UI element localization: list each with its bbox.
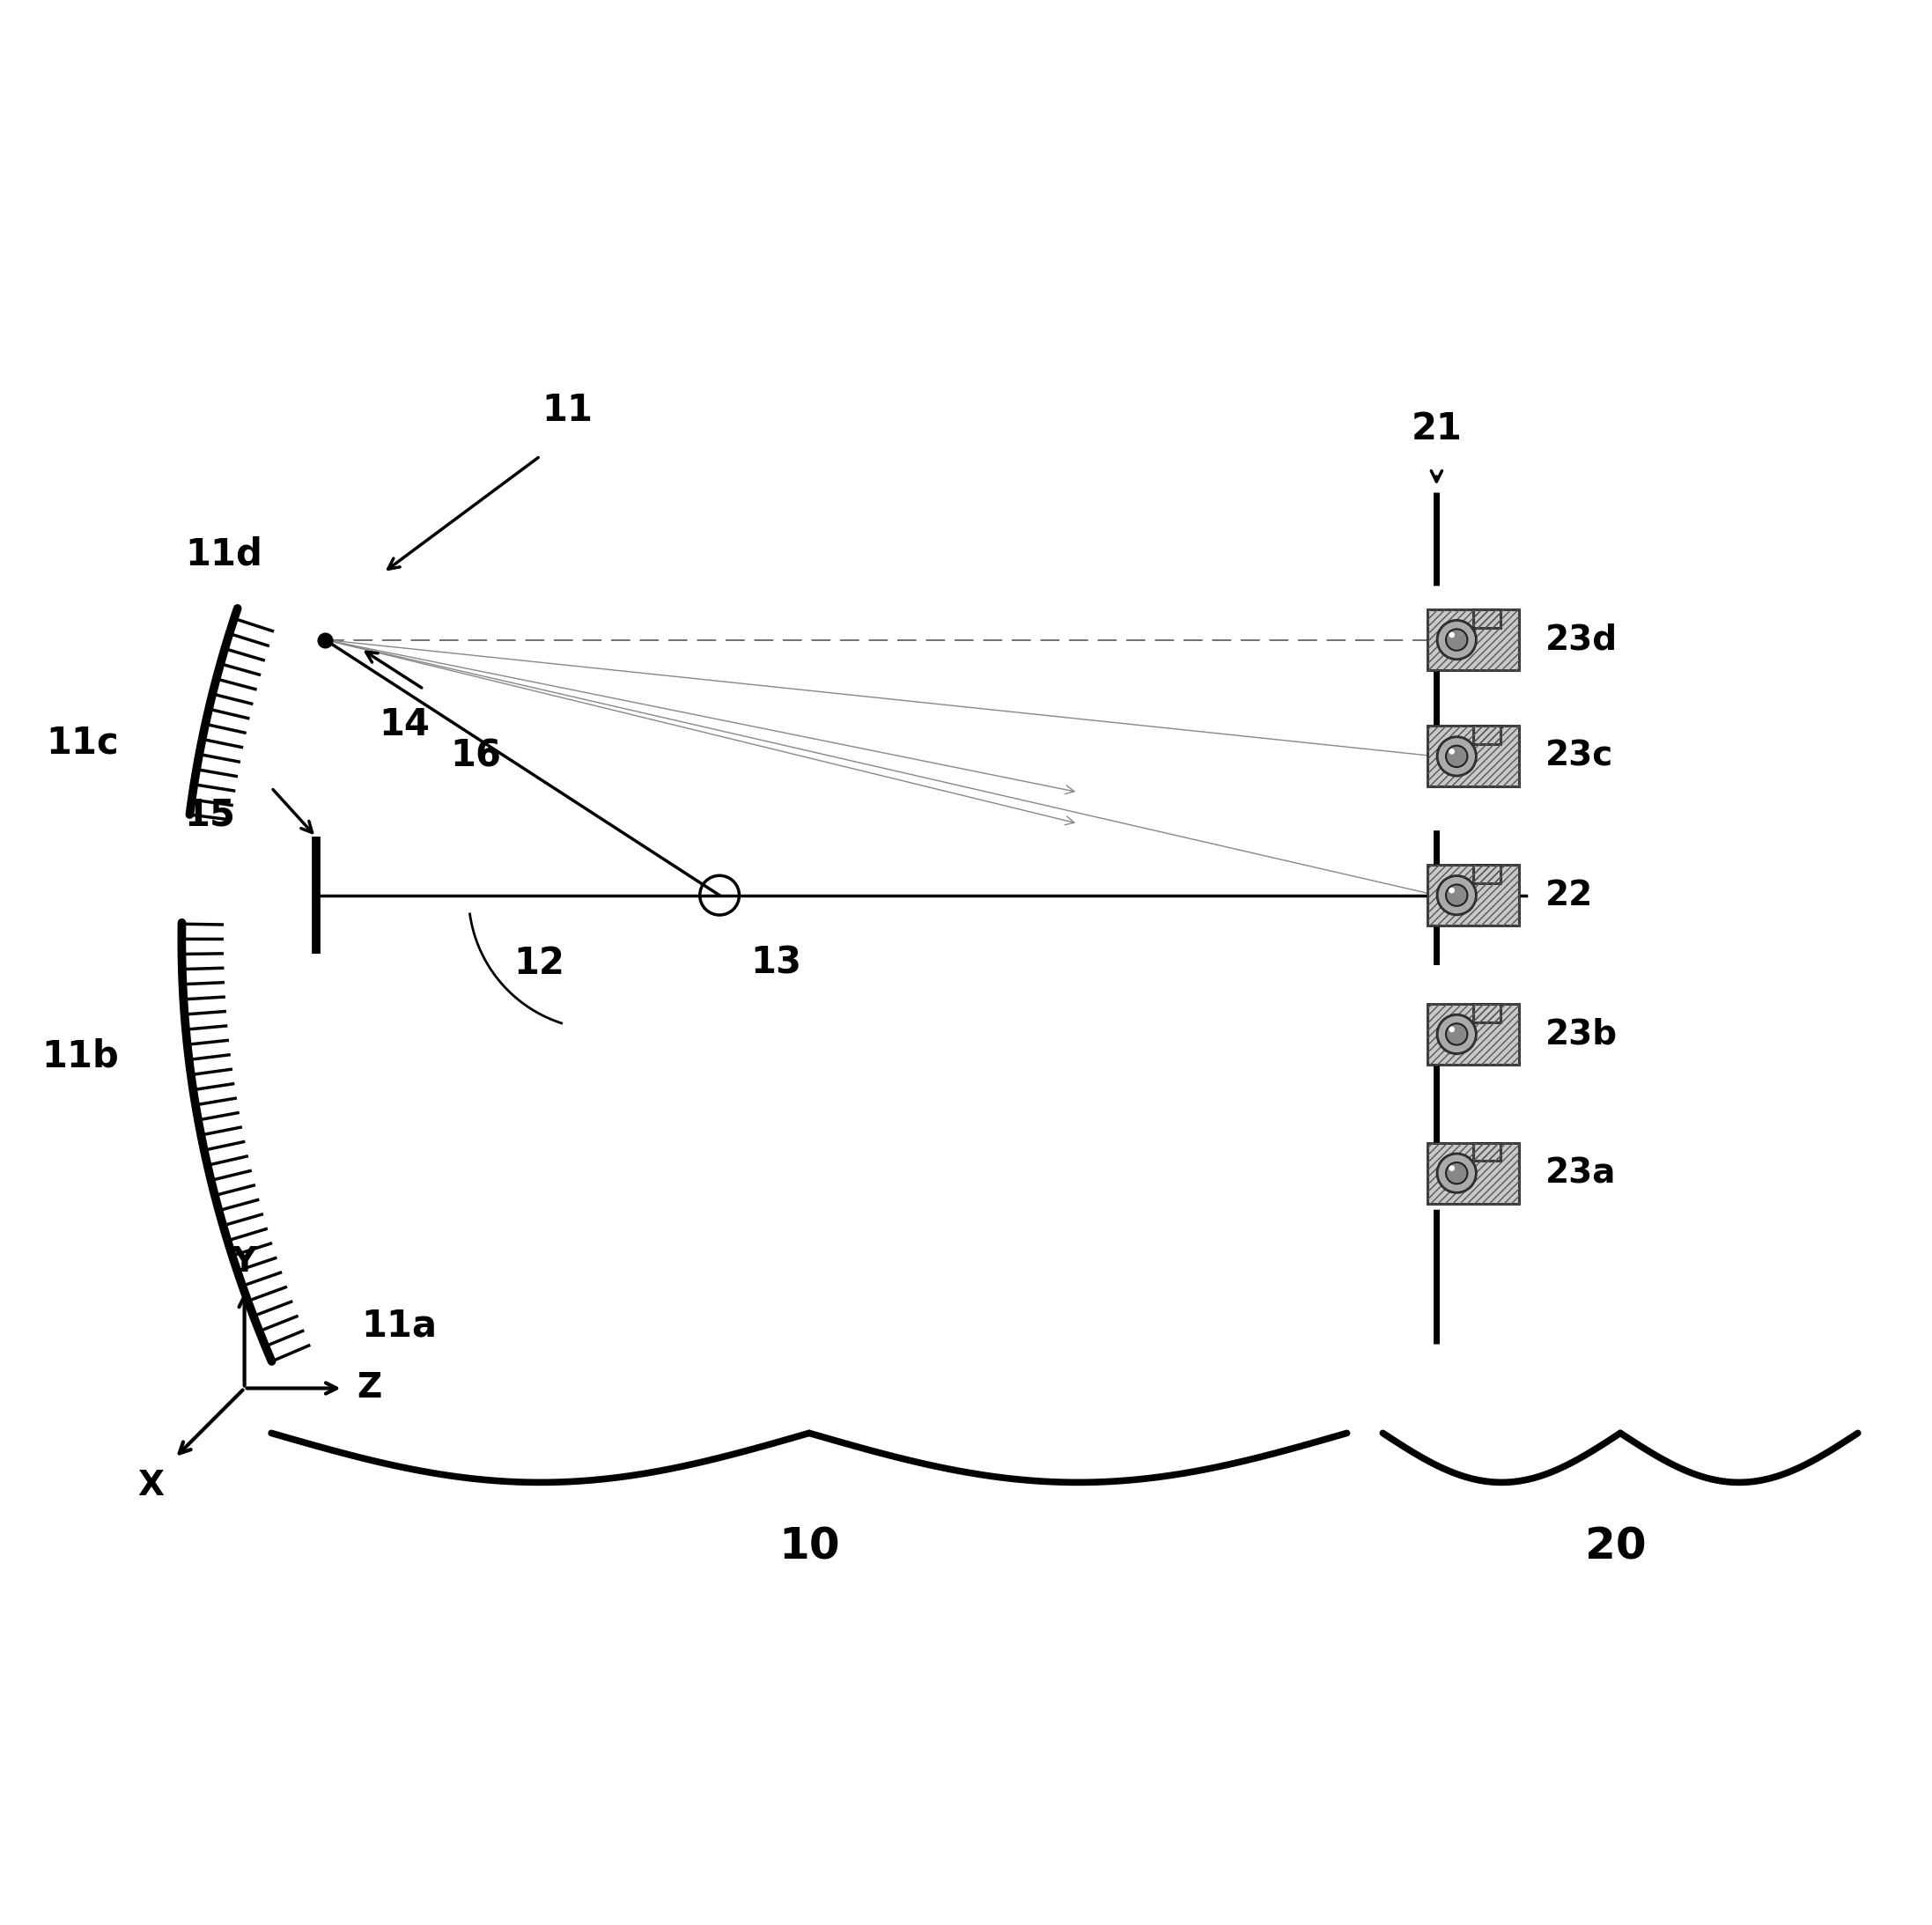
- Circle shape: [1437, 1153, 1476, 1194]
- Text: 11b: 11b: [43, 1038, 120, 1074]
- Circle shape: [1437, 737, 1476, 776]
- Bar: [1428, 1003, 1519, 1065]
- Bar: [1472, 1003, 1501, 1022]
- Circle shape: [1449, 631, 1455, 637]
- Circle shape: [1449, 749, 1455, 755]
- Circle shape: [1449, 887, 1455, 893]
- Text: 11a: 11a: [361, 1307, 437, 1344]
- Circle shape: [1437, 876, 1476, 914]
- Text: 16: 16: [450, 737, 502, 776]
- Text: 11: 11: [541, 393, 593, 429]
- Text: 23a: 23a: [1546, 1157, 1617, 1190]
- Bar: [1472, 1143, 1501, 1161]
- Text: 15: 15: [185, 797, 236, 834]
- Text: 23c: 23c: [1546, 739, 1613, 774]
- Circle shape: [1449, 1026, 1455, 1032]
- Bar: [1428, 1003, 1519, 1065]
- Bar: [1428, 864, 1519, 926]
- Text: Y: Y: [232, 1245, 257, 1278]
- Text: X: X: [137, 1469, 164, 1502]
- Text: 12: 12: [514, 945, 564, 982]
- Bar: [1472, 864, 1501, 884]
- Bar: [1428, 726, 1519, 787]
- Bar: [1428, 726, 1519, 787]
- Circle shape: [1437, 1014, 1476, 1053]
- Bar: [1472, 1143, 1501, 1161]
- Bar: [1472, 610, 1501, 628]
- Bar: [1472, 726, 1501, 745]
- Bar: [1472, 726, 1501, 745]
- Bar: [1472, 864, 1501, 884]
- Bar: [1428, 864, 1519, 926]
- Text: 11c: 11c: [46, 724, 120, 762]
- Circle shape: [1445, 1024, 1468, 1045]
- Text: 23d: 23d: [1546, 624, 1619, 656]
- Text: 22: 22: [1546, 878, 1594, 912]
- Bar: [1428, 1143, 1519, 1203]
- Text: 11d: 11d: [185, 537, 263, 574]
- Text: Z: Z: [357, 1371, 381, 1405]
- Bar: [1472, 610, 1501, 628]
- Circle shape: [1437, 620, 1476, 660]
- Circle shape: [1449, 1165, 1455, 1170]
- Circle shape: [1445, 886, 1468, 907]
- Text: 13: 13: [752, 945, 802, 982]
- Text: 21: 21: [1410, 410, 1463, 447]
- Circle shape: [1445, 629, 1468, 651]
- Bar: [1428, 610, 1519, 670]
- Text: 14: 14: [379, 706, 429, 743]
- Circle shape: [1445, 745, 1468, 766]
- Bar: [1428, 1143, 1519, 1203]
- Bar: [1428, 610, 1519, 670]
- Circle shape: [1445, 1163, 1468, 1184]
- Text: 20: 20: [1584, 1525, 1646, 1567]
- Text: 23b: 23b: [1546, 1018, 1619, 1051]
- Bar: [1472, 1003, 1501, 1022]
- Text: 10: 10: [779, 1525, 840, 1567]
